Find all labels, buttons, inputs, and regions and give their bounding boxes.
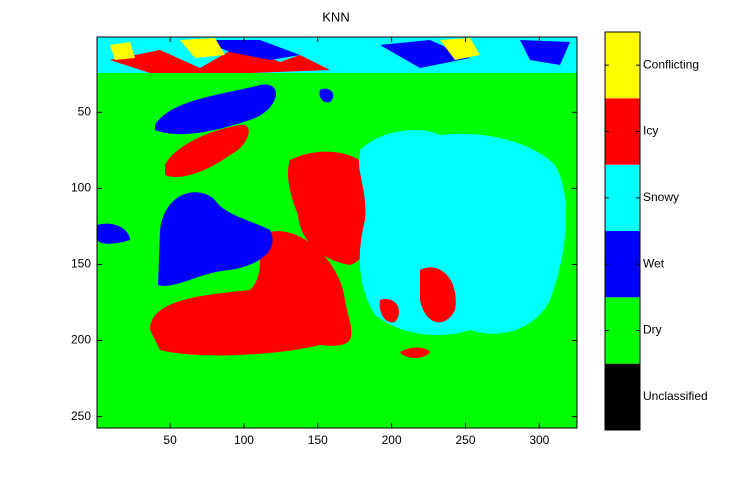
x-tick-label: 250 bbox=[455, 433, 475, 447]
class-region bbox=[110, 38, 480, 60]
class-region bbox=[200, 40, 570, 68]
plot-frame bbox=[96, 36, 578, 429]
chart-title: KNN bbox=[322, 9, 349, 24]
colorbar-segment bbox=[605, 32, 640, 99]
x-tick-label: 200 bbox=[382, 433, 402, 447]
x-tick-label: 300 bbox=[529, 433, 549, 447]
class-region bbox=[97, 88, 334, 244]
colorbar-label: Snowy bbox=[643, 190, 679, 204]
class-region bbox=[155, 84, 277, 135]
colorbar-label: Dry bbox=[643, 323, 662, 337]
class-region bbox=[165, 124, 249, 178]
colorbar-segment bbox=[605, 231, 640, 298]
y-tick-label: 100 bbox=[71, 181, 91, 195]
colorbar-frame bbox=[604, 31, 641, 431]
y-tick-label: 50 bbox=[78, 104, 92, 118]
colorbar-segment bbox=[605, 363, 640, 430]
x-tick-label: 50 bbox=[163, 433, 177, 447]
x-tick-label: 150 bbox=[308, 433, 328, 447]
colorbar-segment bbox=[605, 297, 640, 364]
class-region bbox=[379, 267, 456, 323]
colorbar bbox=[605, 32, 640, 430]
class-region bbox=[110, 45, 330, 73]
class-map bbox=[97, 37, 577, 428]
x-tick-label: 100 bbox=[234, 433, 254, 447]
colorbar-segment bbox=[605, 98, 640, 165]
colorbar-segment bbox=[605, 164, 640, 231]
colorbar-label: Wet bbox=[643, 256, 665, 270]
class-region bbox=[150, 231, 352, 356]
class-region bbox=[158, 192, 273, 286]
colorbar-label: Unclassified bbox=[643, 389, 708, 403]
colorbar-label: Conflicting bbox=[643, 57, 699, 71]
class-region bbox=[358, 130, 567, 335]
colorbar-label: Icy bbox=[643, 124, 658, 138]
y-tick-label: 150 bbox=[71, 257, 91, 271]
class-region bbox=[400, 347, 430, 358]
y-tick-label: 250 bbox=[71, 409, 91, 423]
class-region bbox=[287, 151, 377, 265]
y-tick-label: 200 bbox=[71, 333, 91, 347]
